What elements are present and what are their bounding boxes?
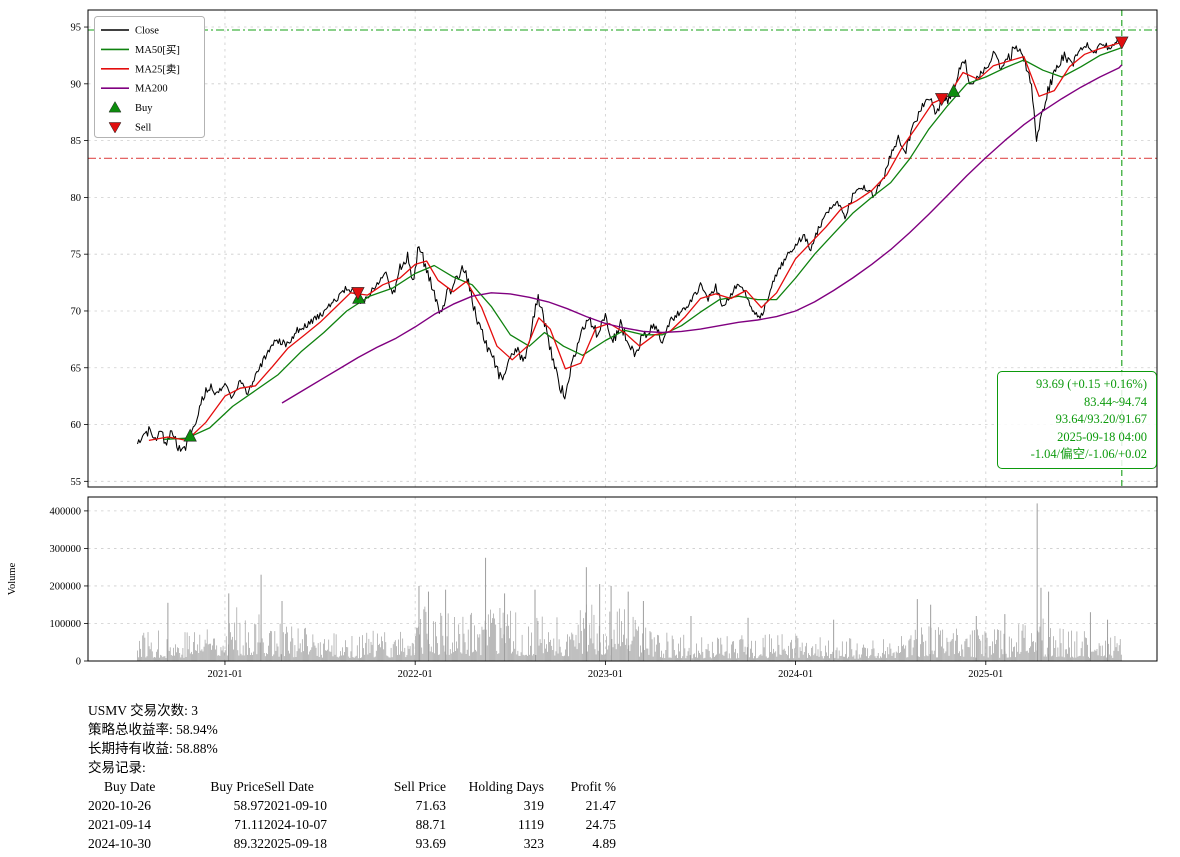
legend-label: MA25[卖] <box>135 63 180 75</box>
sell-marker <box>351 287 365 301</box>
x-tick-label: 2024-01 <box>778 669 813 680</box>
legend-label: Close <box>135 26 159 37</box>
table-row: 2024-10-30 89.32 2025-09-18 93.69 323 4.… <box>88 834 616 853</box>
cell-sell-date: 2024-10-07 <box>264 817 327 832</box>
cell-buy-price: 89.32 <box>233 836 264 851</box>
stats-strategy-return: 策略总收益率: 58.94% <box>88 722 218 737</box>
grid-lines <box>88 10 1157 662</box>
x-tick-label: 2025-01 <box>968 669 1003 680</box>
close-line <box>136 37 1123 452</box>
price-y-tick-label: 80 <box>71 193 82 204</box>
cell-buy-date: 2020-10-26 <box>88 798 151 813</box>
price-axes-border <box>87 9 1158 488</box>
volume-y-tick-label: 200000 <box>50 581 82 592</box>
trades-table-header-row: Buy Date Buy Price Sell Date Sell Price … <box>88 777 616 796</box>
cell-buy-price: 58.97 <box>233 798 264 813</box>
annotation-last-price: 93.69 (+0.15 +0.16%) <box>1036 377 1147 391</box>
cell-sell-price: 93.69 <box>415 836 446 851</box>
stats-hold-return: 长期持有收益: 58.88% <box>88 741 218 756</box>
legend-box <box>94 16 205 138</box>
stats-trades-title: 交易记录: <box>88 760 146 775</box>
cell-profit: 24.75 <box>585 817 616 832</box>
price-volume-chart: 55 60 65 70 75 80 85 90 95 0 100000 200000 300000 400… <box>7 9 1158 680</box>
tick-marks <box>84 26 987 665</box>
cell-buy-date: 2021-09-14 <box>88 817 151 832</box>
annotation-bias: -1.04/偏空/-1.06/+0.02 <box>1030 447 1147 462</box>
cell-holding-days: 1119 <box>518 817 544 832</box>
price-y-tick-label: 55 <box>71 477 82 488</box>
stats-trade-count: USMV 交易次数: 3 <box>88 703 199 718</box>
volume-y-tick-label: 300000 <box>50 544 82 555</box>
cell-profit: 21.47 <box>585 798 616 813</box>
volume-axis-title: Volume <box>7 562 18 595</box>
price-y-tick-label: 75 <box>71 250 82 261</box>
price-y-tick-label: 95 <box>71 23 82 34</box>
table-row: 2021-09-14 71.11 2024-10-07 88.71 1119 2… <box>88 815 616 834</box>
buy-marker-icon <box>108 101 122 113</box>
sell-marker <box>1115 36 1129 50</box>
cell-profit: 4.89 <box>592 836 616 851</box>
cell-buy-price: 71.11 <box>234 817 264 832</box>
col-holding-days: Holding Days <box>468 779 544 794</box>
volume-y-tick-label: 0 <box>76 657 81 668</box>
table-row: 2020-10-26 58.97 2021-09-10 71.63 319 21… <box>88 796 616 815</box>
col-sell-price: Sell Price <box>393 779 446 794</box>
x-tick-label: 2022-01 <box>398 669 433 680</box>
legend-label: MA200 <box>135 84 168 95</box>
annotation-ma-values: 93.64/93.20/91.67 <box>1055 412 1147 427</box>
legend: Close MA50[买] MA25[卖] MA200 Buy Sell <box>94 16 205 138</box>
x-tick-label: 2021-01 <box>207 669 242 680</box>
cell-buy-date: 2024-10-30 <box>88 836 151 851</box>
price-y-tick-label: 90 <box>71 79 82 90</box>
axis-labels: 55 60 65 70 75 80 85 90 95 0 100000 200000 300000 400… <box>7 23 1003 680</box>
price-y-tick-label: 60 <box>71 420 82 431</box>
legend-label: Sell <box>135 123 151 134</box>
sell-marker <box>934 93 949 107</box>
volume-y-tick-label: 100000 <box>50 619 82 630</box>
price-y-tick-label: 70 <box>71 306 82 317</box>
cell-sell-date: 2021-09-10 <box>264 798 327 813</box>
col-sell-date: Sell Date <box>264 779 314 794</box>
stats-block: USMV 交易次数: 3 策略总收益率: 58.94% 长期持有收益: 58.8… <box>88 701 616 853</box>
cell-holding-days: 319 <box>523 798 544 813</box>
x-tick-label: 2023-01 <box>588 669 623 680</box>
price-annotation-box: 93.69 (+0.15 +0.16%) 83.44~94.74 93.64/9… <box>997 371 1157 469</box>
cell-sell-price: 88.71 <box>415 817 446 832</box>
annotation-range: 83.44~94.74 <box>1083 394 1147 409</box>
col-profit: Profit % <box>570 779 616 794</box>
ma50-line <box>164 46 1123 440</box>
col-buy-price: Buy Price <box>210 779 264 794</box>
sell-marker-icon <box>108 122 122 134</box>
legend-label: Buy <box>135 103 153 114</box>
annotation-datetime: 2025-09-18 04:00 <box>1057 429 1147 444</box>
legend-label: MA50[买] <box>135 44 180 56</box>
price-y-tick-label: 65 <box>71 363 82 374</box>
volume-axes-border <box>87 496 1158 662</box>
ma200-line <box>281 64 1123 404</box>
cell-sell-date: 2025-09-18 <box>264 836 327 851</box>
buy-marker <box>946 83 961 97</box>
volume-bars <box>137 503 1122 661</box>
buy-marker <box>183 428 197 442</box>
ma25-line <box>148 41 1122 442</box>
cell-sell-price: 71.63 <box>415 798 446 813</box>
price-y-tick-label: 85 <box>71 136 82 147</box>
trades-table: Buy Date Buy Price Sell Date Sell Price … <box>88 777 616 853</box>
col-buy-date: Buy Date <box>104 779 156 794</box>
volume-y-tick-label: 400000 <box>50 506 82 517</box>
cell-holding-days: 323 <box>523 836 544 851</box>
